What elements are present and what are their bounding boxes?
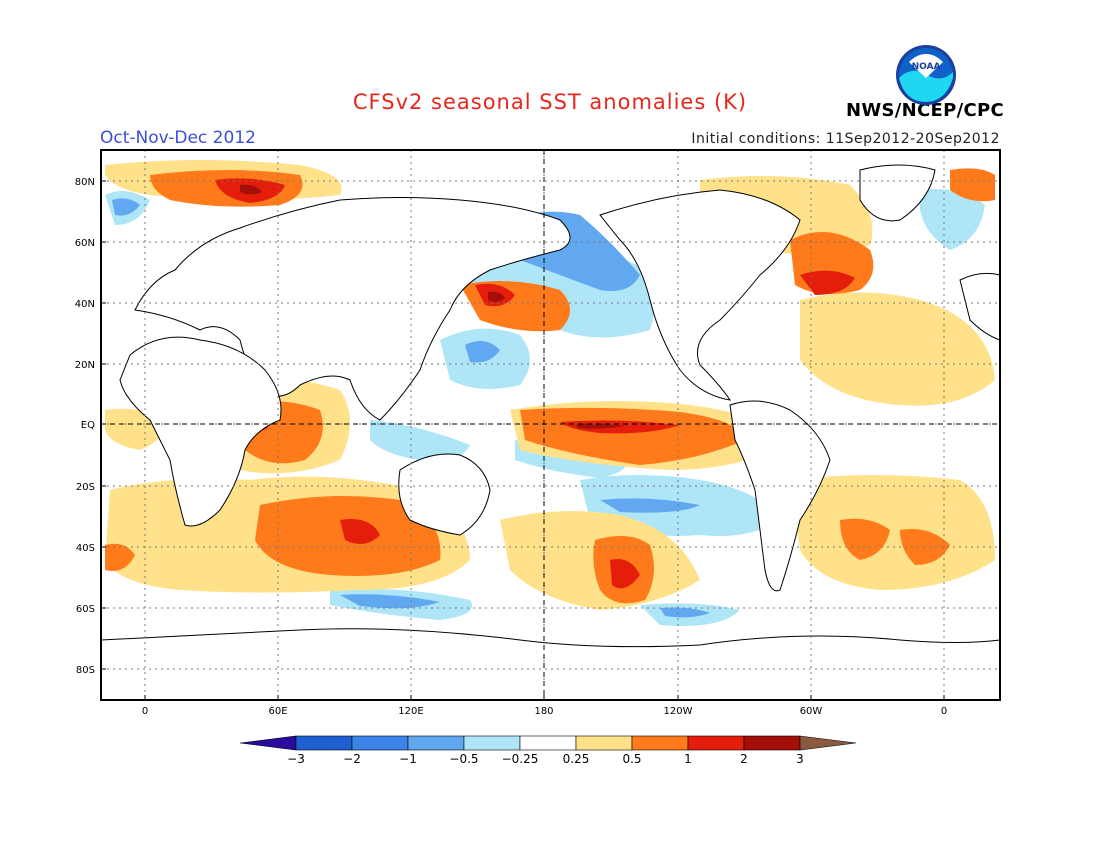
longitude-tick-label: 120E — [398, 706, 423, 717]
colorbar-tick-label: 1 — [684, 752, 692, 766]
colorbar-tick-label: −0.5 — [449, 752, 478, 766]
map-frame — [100, 149, 1001, 701]
chart-title: CFSv2 seasonal SST anomalies (K) — [352, 90, 748, 114]
africa-landmass — [119, 336, 282, 527]
longitude-tick-label: 60E — [268, 706, 287, 717]
colorbar-tick-label: 0.25 — [563, 752, 590, 766]
latitude-tick-labels: 80N 60N 40N 20N EQ 20S 40S 60S 80S — [75, 177, 106, 676]
noaa-logo-icon: NOAA — [896, 45, 956, 105]
colorbar-tick-label: 2 — [740, 752, 748, 766]
south-america-landmass — [729, 400, 831, 592]
greenland-landmass — [859, 164, 936, 222]
colorbar-box — [295, 735, 353, 751]
longitude-tick-label: 60W — [800, 706, 823, 717]
colorbar-tick-label: 0.5 — [622, 752, 641, 766]
colorbar-box — [351, 735, 409, 751]
antarctica-landmass — [101, 628, 1000, 700]
extreme-positive-anomaly-regions — [240, 184, 625, 429]
colorbar-tick-label: −3 — [287, 752, 305, 766]
latitude-tick-label: 40S — [76, 543, 95, 554]
latitude-tick-label: 40N — [75, 299, 95, 310]
longitude-tick-label: 0 — [142, 706, 148, 717]
colorbar-upper-extend-arrow — [799, 735, 857, 751]
initial-conditions-label: Initial conditions: 11Sep2012-20Sep2012 — [691, 131, 1000, 147]
logo-text: NOAA — [912, 62, 941, 72]
organization-label: NWS/NCEP/CPC — [846, 100, 1005, 121]
latitude-tick-label: 60S — [76, 604, 95, 615]
colorbar-lower-extend-arrow — [239, 735, 297, 751]
colorbar-box — [407, 735, 465, 751]
colorbar-tick-label: −1 — [399, 752, 417, 766]
colorbar-box — [687, 735, 745, 751]
latitude-tick-label: 60N — [75, 238, 95, 249]
season-label: Oct-Nov-Dec 2012 — [100, 128, 256, 148]
europe-right-landmass — [959, 272, 1000, 341]
latitude-tick-label: EQ — [81, 420, 95, 431]
latitude-tick-label: 80N — [75, 177, 95, 188]
colorbar-box — [463, 735, 521, 751]
longitude-tick-label: 0 — [941, 706, 947, 717]
longitude-tick-label: 120W — [664, 706, 693, 717]
colorbar-box — [631, 735, 689, 751]
colorbar-tick-label: −0.25 — [502, 752, 539, 766]
latitude-tick-label: 20S — [76, 482, 95, 493]
latitude-tick-label: 80S — [76, 665, 95, 676]
longitude-tick-label: 180 — [534, 706, 553, 717]
colorbar-box — [519, 735, 577, 751]
colorbar-box — [743, 735, 801, 751]
colorbar-tick-label: 3 — [796, 752, 804, 766]
colorbar-box — [575, 735, 633, 751]
latitude-tick-label: 20N — [75, 360, 95, 371]
australia-landmass — [398, 453, 491, 536]
longitude-tick-labels: 0 60E 120E 180 120W 60W 0 — [142, 695, 947, 717]
colorbar-tick-label: −2 — [343, 752, 361, 766]
